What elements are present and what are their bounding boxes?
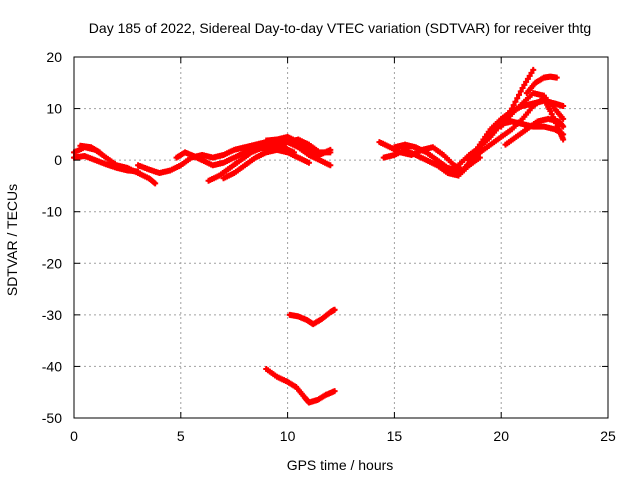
series-track-9	[286, 306, 338, 328]
y-tick-label: -20	[42, 255, 62, 271]
series-track-4	[135, 139, 334, 177]
series-track-17	[476, 118, 567, 151]
y-axis-label: SDTVAR / TECUs	[4, 184, 20, 296]
data-trace	[174, 145, 311, 168]
data-trace	[136, 140, 333, 175]
y-tick-label: -50	[42, 410, 62, 426]
series-track-2	[71, 153, 142, 175]
series-track-13	[391, 141, 462, 174]
x-tick-label: 25	[600, 428, 616, 444]
data-trace	[478, 119, 565, 149]
data-trace	[78, 143, 102, 155]
data-trace	[264, 367, 337, 405]
x-tick-label: 15	[387, 428, 403, 444]
series-track-18	[502, 115, 567, 148]
x-tick-label: 10	[280, 428, 296, 444]
y-tick-label: -40	[42, 358, 62, 374]
y-tick-label: 20	[46, 49, 62, 65]
x-tick-label: 20	[493, 428, 509, 444]
data-trace	[503, 117, 565, 147]
series-track-3	[77, 142, 103, 156]
x-axis-label: GPS time / hours	[287, 457, 394, 473]
chart-title: Day 185 of 2022, Sidereal Day-to-day VTE…	[89, 20, 591, 36]
y-tick-label: 10	[46, 101, 62, 117]
data-trace	[72, 154, 140, 174]
data-points	[71, 66, 567, 406]
plot-frame	[73, 56, 609, 419]
series-track-10	[263, 366, 338, 406]
x-tick-label: 5	[177, 428, 185, 444]
series-track-20	[498, 90, 567, 130]
series-track-19	[523, 73, 560, 97]
y-tick-label: -30	[42, 307, 62, 323]
data-trace	[467, 96, 565, 168]
series-track-8	[263, 133, 334, 158]
data-point-markers	[263, 366, 338, 406]
data-trace	[525, 74, 559, 95]
axis-ticks: 0 5 10 15 20 25 20 10 0 -10 -20 -30 -40 -50	[42, 49, 616, 444]
data-trace	[392, 142, 461, 173]
data-trace	[221, 137, 333, 180]
x-tick-label: 0	[70, 428, 78, 444]
data-trace	[381, 148, 482, 178]
data-trace	[499, 91, 565, 129]
y-tick-label: 0	[54, 152, 62, 168]
data-trace	[264, 135, 333, 157]
y-tick-label: -10	[42, 204, 62, 220]
data-trace	[287, 307, 337, 326]
